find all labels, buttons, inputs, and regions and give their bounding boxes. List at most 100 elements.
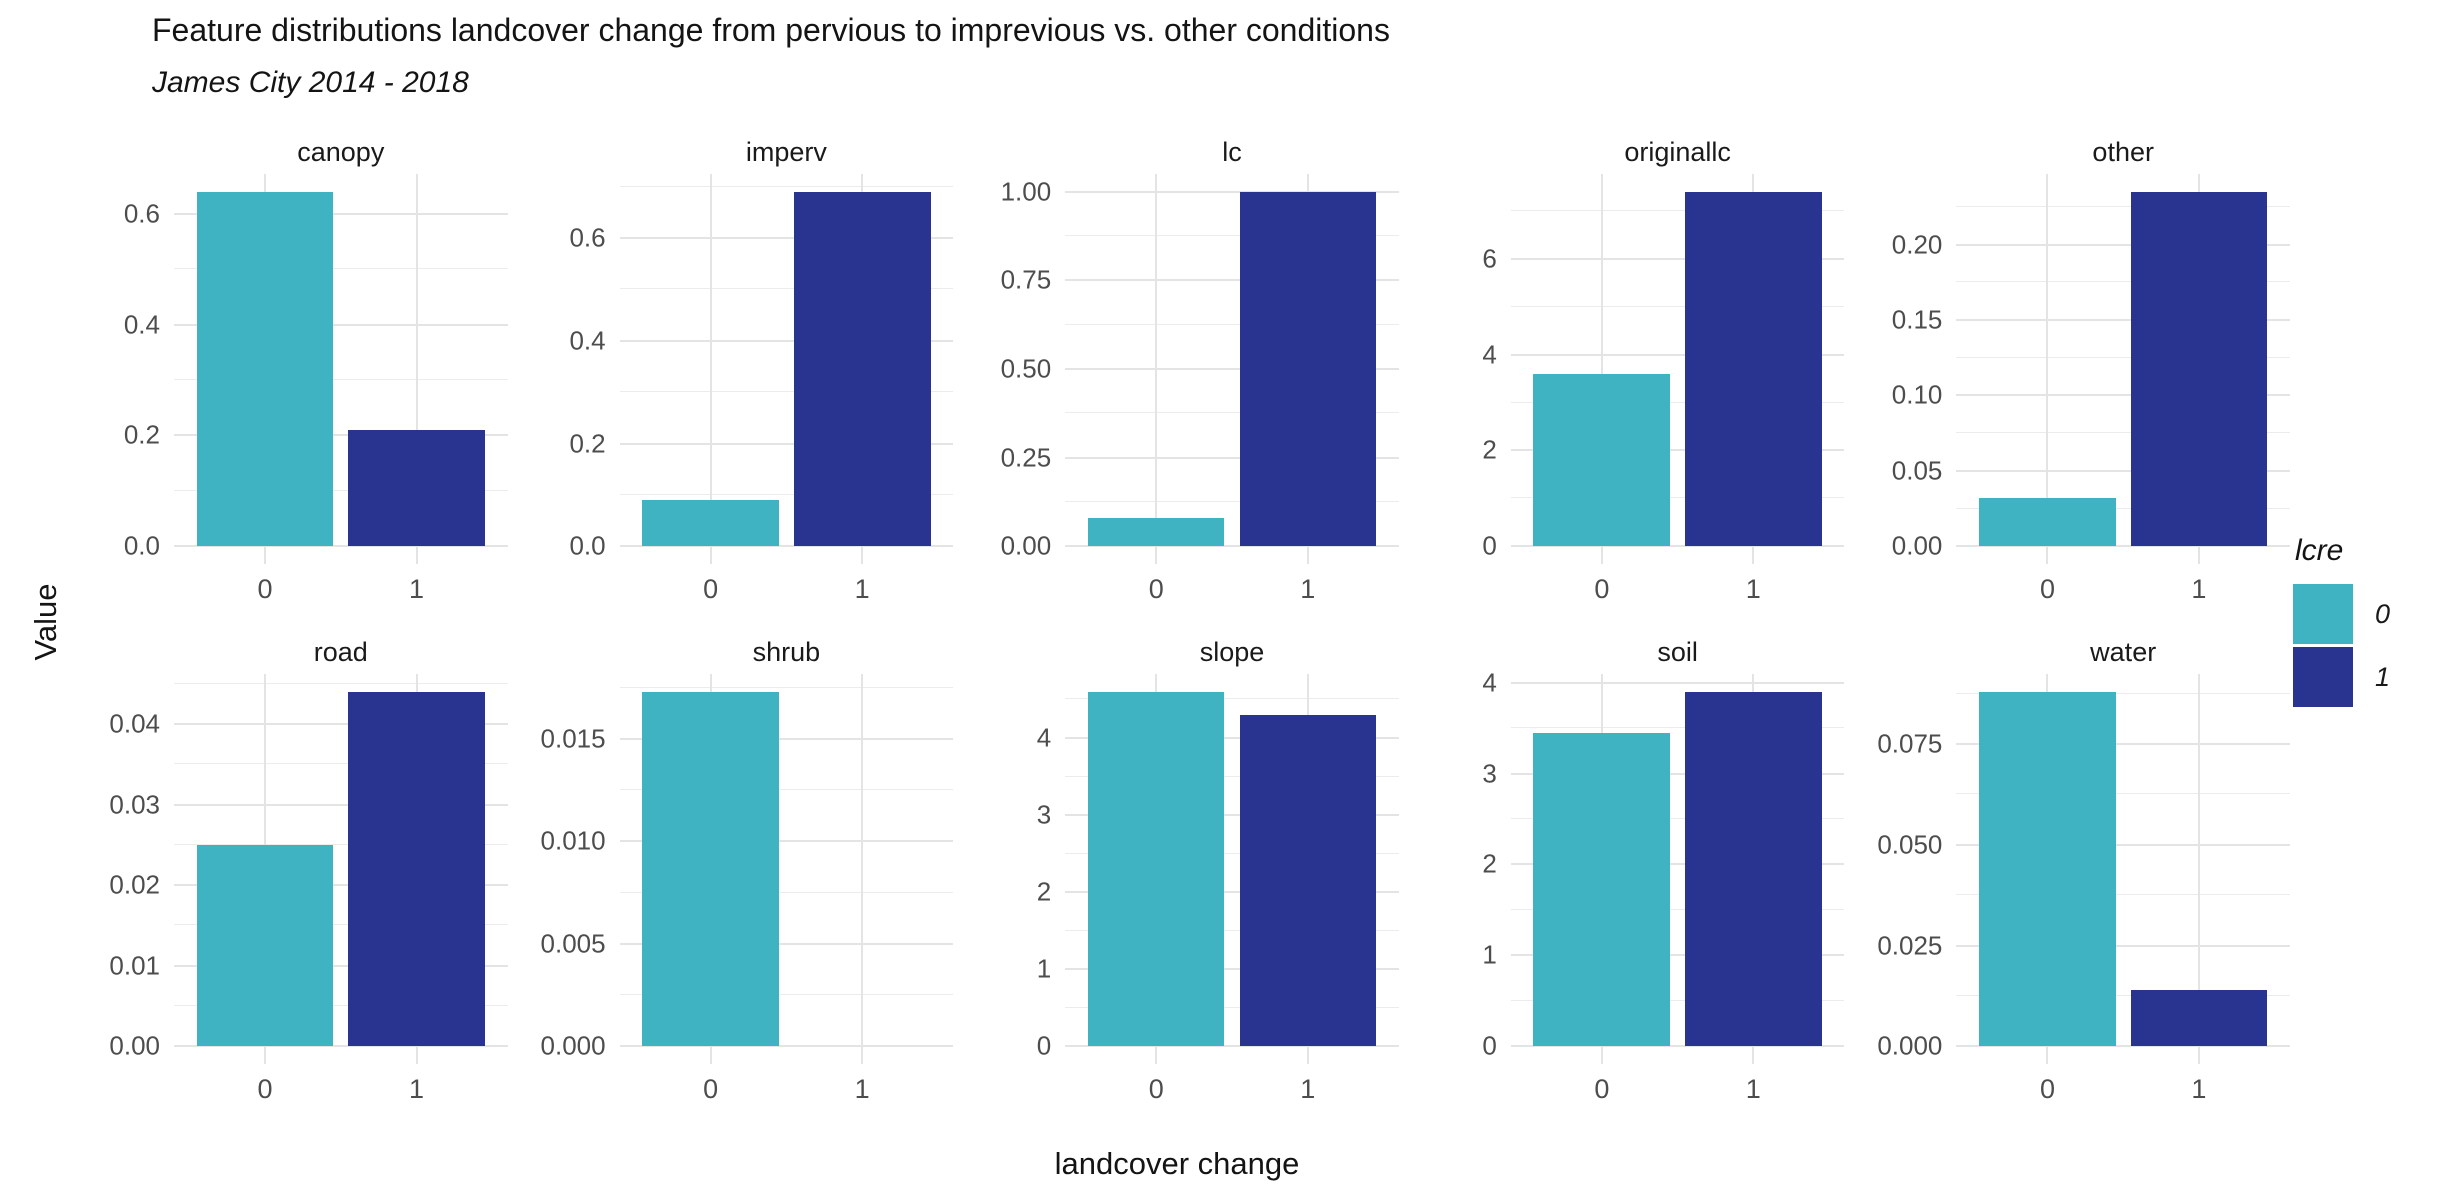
x-tick-label: 1 — [409, 574, 425, 604]
y-tick-label: 0.04 — [109, 708, 160, 739]
gridline-major — [619, 840, 954, 843]
facet-road: road 0.00 0.01 0.02 0.03 0.04 0 1 — [74, 630, 508, 1114]
facet-title-canopy: canopy — [297, 136, 385, 167]
gridline-major — [1065, 545, 1399, 548]
legend-label: 0 — [2375, 598, 2391, 629]
gridline-minor — [1510, 497, 1845, 499]
panel-lc — [1065, 174, 1399, 564]
bar-imperv-0 — [642, 500, 779, 547]
facet-body: 0.00 0.01 0.02 0.03 0.04 — [74, 674, 508, 1064]
gridline-major — [1510, 1045, 1845, 1048]
x-tick-label: 0 — [257, 574, 273, 604]
gridline-minor — [174, 1004, 508, 1006]
y-axis-shrub: 0.000 0.005 0.010 0.015 — [520, 674, 620, 1064]
gridline-major — [1065, 968, 1399, 971]
gridline-vertical — [2046, 174, 2049, 564]
y-tick-label: 0.6 — [569, 222, 606, 253]
facet-body: 0.00 0.25 0.50 0.75 1.00 — [965, 174, 1399, 564]
legend-swatch-0 — [2293, 584, 2353, 644]
bar-canopy-0 — [196, 191, 334, 547]
facet-title-soil: soil — [1657, 636, 1698, 667]
panel-soil — [1510, 674, 1845, 1064]
bar-soil-0 — [1533, 732, 1670, 1047]
x-tick-label: 1 — [409, 1074, 425, 1104]
facet-body: 0.00 0.05 0.10 0.15 0.20 — [1856, 174, 2290, 564]
x-tick-label: 1 — [1745, 1074, 1761, 1104]
bar-slope-1 — [1239, 714, 1377, 1047]
gridline-vertical — [861, 674, 864, 1064]
gridline-major — [1065, 368, 1399, 370]
x-tick-label: 1 — [1300, 1074, 1316, 1104]
gridline-minor — [1956, 692, 2290, 694]
gridline-major — [1956, 318, 2290, 321]
gridline-major — [1065, 891, 1399, 894]
gridline-minor — [1065, 323, 1399, 325]
gridline-major — [1065, 814, 1399, 817]
y-axis-imperv: 0.0 0.2 0.4 0.6 — [520, 174, 620, 564]
facet-body: 0 1 2 3 4 — [1411, 667, 1845, 1064]
y-tick-label: 0.0 — [569, 530, 606, 561]
x-tick-label: 1 — [2191, 1074, 2207, 1104]
facet-soil: soil 0 1 2 3 4 0 1 — [1411, 630, 1845, 1114]
gridline-minor — [1065, 698, 1399, 700]
gridline-major — [1956, 843, 2290, 846]
gridline-minor — [1510, 818, 1845, 819]
gridline-major — [174, 545, 508, 548]
panel-slope — [1065, 674, 1399, 1064]
bar-slope-0 — [1087, 691, 1225, 1047]
facet-title-water: water — [2090, 636, 2157, 667]
bar-lc-1 — [1239, 191, 1377, 547]
gridline-minor — [174, 843, 508, 845]
y-tick-label: 0.025 — [1877, 930, 1943, 961]
gridline-minor — [1065, 235, 1399, 237]
legend-item-0: 0 — [2293, 584, 2443, 644]
gridline-minor — [1510, 908, 1845, 910]
bar-other-0 — [1979, 498, 2116, 547]
y-axis-soil: 0 1 2 3 4 — [1411, 667, 1511, 1064]
gridline-major — [1065, 1045, 1399, 1048]
bar-other-1 — [2130, 191, 2268, 547]
facet-title-other: other — [2092, 136, 2154, 167]
gridline-major — [1956, 394, 2290, 397]
x-tick-label: 0 — [1594, 574, 1610, 604]
y-tick-label: 0.00 — [109, 1030, 160, 1061]
facet-title-slope: slope — [1199, 636, 1265, 667]
gridline-major — [174, 323, 508, 326]
facet-body: 0.000 0.025 0.050 0.075 — [1856, 674, 2290, 1064]
facet-body: 0 1 2 3 4 — [965, 674, 1399, 1064]
gridline-major — [174, 803, 508, 806]
gridline-major — [619, 1045, 954, 1048]
y-axis-originallc: 0 2 4 6 — [1411, 174, 1511, 564]
facet-title-lc: lc — [1222, 136, 1242, 167]
y-tick-label: 0.015 — [540, 723, 606, 754]
bar-originallc-1 — [1685, 191, 1822, 547]
gridline-major — [174, 964, 508, 967]
x-tick-label: 0 — [1148, 1074, 1164, 1104]
legend-label: 1 — [2375, 661, 2391, 692]
facet-title-shrub: shrub — [752, 636, 821, 667]
chart-title: Feature distributions landcover change f… — [152, 12, 1390, 48]
gridline-major — [1065, 456, 1399, 459]
gridline-major — [619, 442, 954, 445]
facet-body: 0 2 4 6 — [1411, 174, 1845, 564]
gridline-vertical — [1600, 174, 1603, 564]
gridline-minor — [1956, 432, 2290, 434]
y-tick-label: 3 — [1482, 758, 1497, 789]
gridline-major — [619, 942, 954, 945]
plot-region: Value canopy 0.0 0.2 0.4 0.6 0 1 imperv 0.0 0.2 0.… — [10, 130, 2461, 1114]
gridline-major — [1510, 954, 1845, 957]
gridline-minor — [1510, 727, 1845, 729]
y-tick-label: 0.0 — [123, 530, 160, 561]
gridline-minor — [619, 891, 954, 893]
y-tick-label: 0.2 — [123, 419, 160, 450]
y-axis-canopy: 0.0 0.2 0.4 0.6 — [74, 174, 174, 564]
gridline-minor — [1510, 999, 1845, 1001]
gridline-minor — [174, 268, 508, 270]
gridline-minor — [1956, 205, 2290, 207]
gridline-major — [619, 545, 954, 548]
facet-body: 0.0 0.2 0.4 0.6 — [520, 174, 954, 564]
y-tick-label: 0.4 — [569, 325, 606, 356]
gridline-minor — [619, 185, 954, 187]
